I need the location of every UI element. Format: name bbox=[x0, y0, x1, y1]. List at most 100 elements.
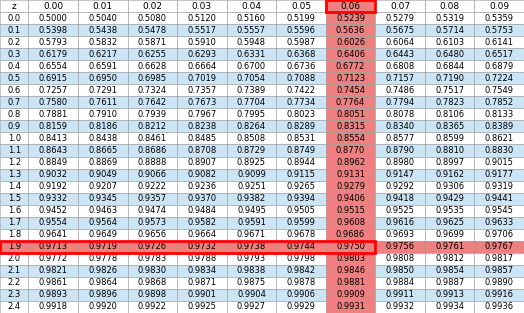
Bar bbox=[276, 121, 326, 132]
Text: 0.7794: 0.7794 bbox=[386, 98, 414, 107]
Text: 1.9: 1.9 bbox=[8, 242, 21, 251]
Text: 0.9854: 0.9854 bbox=[435, 266, 464, 275]
Bar bbox=[177, 289, 227, 301]
Text: 0.4: 0.4 bbox=[8, 62, 21, 71]
Text: 0.9032: 0.9032 bbox=[39, 170, 68, 179]
Bar bbox=[425, 48, 474, 60]
Text: 0.9901: 0.9901 bbox=[188, 290, 216, 300]
Bar bbox=[425, 145, 474, 156]
Bar bbox=[28, 192, 78, 205]
Text: 0.9817: 0.9817 bbox=[485, 254, 514, 263]
Text: 0.9861: 0.9861 bbox=[39, 278, 68, 287]
Text: 0.9911: 0.9911 bbox=[386, 290, 414, 300]
Text: 0.9625: 0.9625 bbox=[435, 218, 464, 227]
Bar bbox=[425, 24, 474, 36]
Bar bbox=[78, 72, 127, 84]
Bar bbox=[127, 0, 177, 12]
Bar bbox=[227, 241, 276, 253]
Text: 0.9738: 0.9738 bbox=[237, 242, 266, 251]
Bar bbox=[425, 12, 474, 24]
Text: 0.9916: 0.9916 bbox=[485, 290, 514, 300]
Text: 0.8729: 0.8729 bbox=[237, 146, 266, 155]
Text: 0.5438: 0.5438 bbox=[88, 26, 117, 35]
Text: 0.6480: 0.6480 bbox=[435, 50, 464, 59]
Bar bbox=[326, 181, 375, 192]
Text: 0.9345: 0.9345 bbox=[89, 194, 117, 203]
Bar bbox=[78, 132, 127, 145]
Bar bbox=[326, 72, 375, 84]
Text: 0.9564: 0.9564 bbox=[89, 218, 117, 227]
Bar bbox=[127, 24, 177, 36]
Text: 0.9441: 0.9441 bbox=[485, 194, 514, 203]
Text: 0.9649: 0.9649 bbox=[89, 230, 117, 239]
Bar bbox=[0, 12, 28, 24]
Text: 0.9633: 0.9633 bbox=[485, 218, 514, 227]
Text: 0.8389: 0.8389 bbox=[485, 122, 514, 131]
Bar bbox=[474, 48, 524, 60]
Text: 0.8686: 0.8686 bbox=[138, 146, 167, 155]
Text: 0.7704: 0.7704 bbox=[237, 98, 266, 107]
Text: 0.9066: 0.9066 bbox=[138, 170, 167, 179]
Text: 0.6255: 0.6255 bbox=[138, 50, 167, 59]
Bar bbox=[78, 192, 127, 205]
Bar bbox=[276, 301, 326, 313]
Bar bbox=[375, 277, 425, 289]
Text: 0.8413: 0.8413 bbox=[39, 134, 68, 143]
Text: 1.4: 1.4 bbox=[8, 182, 21, 191]
Bar bbox=[127, 72, 177, 84]
Text: 0.8749: 0.8749 bbox=[287, 146, 315, 155]
Bar bbox=[276, 72, 326, 84]
Bar bbox=[425, 253, 474, 265]
Text: 0.07: 0.07 bbox=[390, 2, 410, 11]
Bar bbox=[28, 84, 78, 96]
Bar bbox=[227, 301, 276, 313]
Text: 0.9279: 0.9279 bbox=[336, 182, 365, 191]
Bar bbox=[425, 156, 474, 168]
Text: 0.9251: 0.9251 bbox=[237, 182, 266, 191]
Bar bbox=[28, 108, 78, 121]
Bar bbox=[28, 217, 78, 229]
Bar bbox=[78, 168, 127, 181]
Bar bbox=[127, 145, 177, 156]
Text: 0.6879: 0.6879 bbox=[485, 62, 514, 71]
Text: 0.7422: 0.7422 bbox=[287, 86, 315, 95]
Text: 0.8830: 0.8830 bbox=[485, 146, 514, 155]
Bar bbox=[78, 205, 127, 217]
Bar bbox=[425, 121, 474, 132]
Text: 0.9788: 0.9788 bbox=[187, 254, 216, 263]
Text: 0.5359: 0.5359 bbox=[485, 13, 514, 23]
Text: 0.9838: 0.9838 bbox=[237, 266, 266, 275]
Bar bbox=[0, 241, 375, 253]
Bar bbox=[326, 156, 375, 168]
Text: 0.9893: 0.9893 bbox=[39, 290, 68, 300]
Bar bbox=[425, 205, 474, 217]
Bar bbox=[425, 265, 474, 277]
Bar bbox=[375, 36, 425, 48]
Bar bbox=[326, 132, 375, 145]
Bar bbox=[0, 156, 28, 168]
Text: 0.7967: 0.7967 bbox=[187, 110, 216, 119]
Text: 0.9693: 0.9693 bbox=[386, 230, 414, 239]
Bar bbox=[425, 84, 474, 96]
Text: 0.9686: 0.9686 bbox=[336, 230, 365, 239]
Text: 0.04: 0.04 bbox=[242, 2, 261, 11]
Bar bbox=[474, 108, 524, 121]
Bar bbox=[227, 205, 276, 217]
Bar bbox=[127, 277, 177, 289]
Bar bbox=[227, 24, 276, 36]
Text: 0.8665: 0.8665 bbox=[88, 146, 117, 155]
Text: 0.00: 0.00 bbox=[43, 2, 63, 11]
Text: 0.2: 0.2 bbox=[8, 38, 21, 47]
Text: 0.8888: 0.8888 bbox=[138, 158, 167, 167]
Text: 0.8599: 0.8599 bbox=[435, 134, 464, 143]
Text: 0.9834: 0.9834 bbox=[188, 266, 216, 275]
Bar bbox=[276, 253, 326, 265]
Text: 0.6591: 0.6591 bbox=[89, 62, 117, 71]
Bar bbox=[28, 36, 78, 48]
Text: 0.9906: 0.9906 bbox=[287, 290, 315, 300]
Text: 0.8790: 0.8790 bbox=[386, 146, 414, 155]
Text: 1.3: 1.3 bbox=[8, 170, 21, 179]
Bar bbox=[0, 36, 28, 48]
Text: 0.5675: 0.5675 bbox=[386, 26, 414, 35]
Bar bbox=[28, 12, 78, 24]
